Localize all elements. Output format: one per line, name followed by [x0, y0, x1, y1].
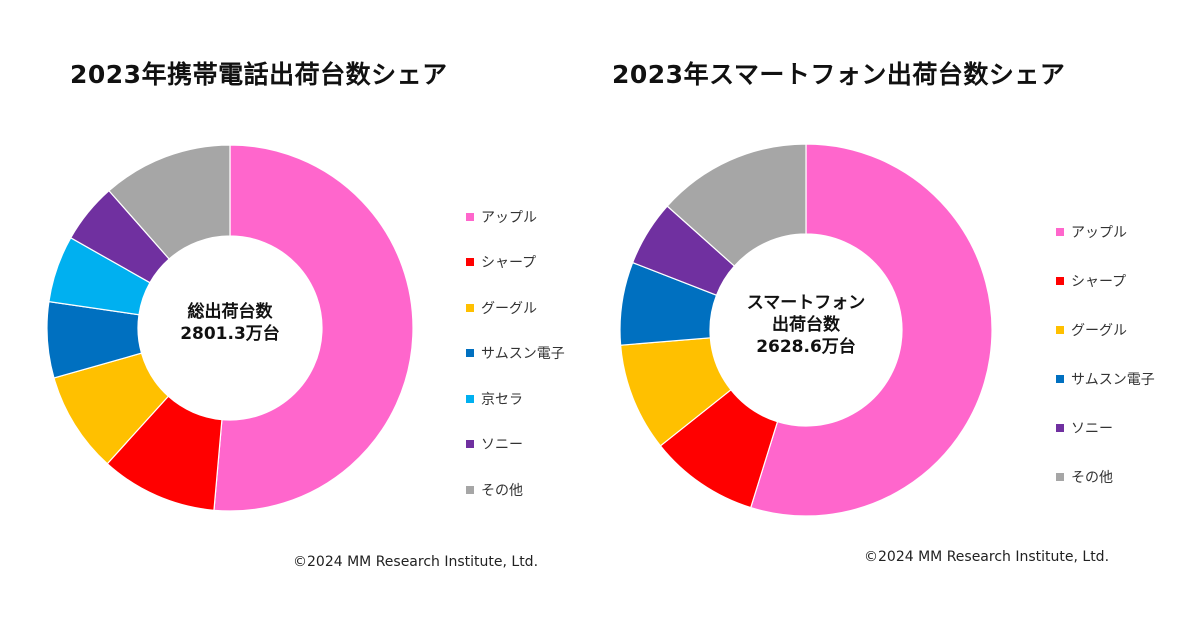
legend-label: グーグル [481, 300, 537, 317]
legend-item-mobile-5: ソニー [466, 422, 565, 468]
center-label-smartphone-line-1: スマートフォン [746, 293, 866, 313]
legend-mobile: アップルシャープグーグルサムスン電子 京セラソニーその他 [466, 194, 565, 513]
legend-item-smartphone-5: その他 [1056, 452, 1155, 501]
legend-label: ソニー [1071, 420, 1113, 437]
chart-title-smartphone: 2023年スマートフォン出荷台数シェア [612, 60, 1066, 89]
legend-item-mobile-0: アップル [466, 194, 565, 240]
center-label-mobile: 総出荷台数 2801.3万台 [130, 301, 330, 345]
legend-label: ソニー [481, 437, 523, 454]
center-label-smartphone-line-2: 出荷台数 [772, 315, 840, 335]
legend-label: その他 [481, 482, 523, 499]
legend-label: サムスン電子 [1071, 371, 1155, 388]
legend-label: シャープ [481, 255, 537, 272]
donut-slice-mobile-0 [213, 144, 414, 512]
legend-swatch [1056, 227, 1064, 236]
legend-swatch [1056, 325, 1064, 334]
legend-swatch [466, 485, 474, 494]
center-label-mobile-line-1: 総出荷台数 [187, 302, 273, 322]
legend-swatch [466, 440, 474, 449]
legend-swatch [1056, 472, 1064, 481]
legend-label: グーグル [1071, 322, 1127, 339]
legend-item-smartphone-4: ソニー [1056, 403, 1155, 452]
legend-swatch [466, 349, 474, 358]
legend-label: アップル [481, 209, 537, 226]
center-label-mobile-total: 2801.3万台 [180, 324, 280, 344]
legend-label: その他 [1071, 469, 1113, 486]
legend-label: アップル [1071, 224, 1127, 241]
copyright-mobile: ©2024 MM Research Institute, Ltd. [293, 554, 539, 570]
legend-swatch [466, 303, 474, 312]
legend-swatch [466, 394, 474, 403]
center-label-smartphone-total: 2628.6万台 [756, 337, 856, 357]
legend-item-smartphone-1: シャープ [1056, 256, 1155, 305]
center-label-smartphone: スマートフォン 出荷台数 2628.6万台 [706, 292, 906, 358]
legend-label: 京セラ [481, 391, 523, 408]
legend-item-smartphone-2: グーグル [1056, 305, 1155, 354]
donut-slice-mobile-6 [108, 144, 231, 260]
legend-item-mobile-3: サムスン電子 [466, 331, 565, 377]
copyright-smartphone: ©2024 MM Research Institute, Ltd. [864, 549, 1110, 565]
legend-item-mobile-2: グーグル [466, 285, 565, 331]
donut-slice-smartphone-0 [749, 143, 993, 517]
legend-label: シャープ [1071, 273, 1127, 290]
donut-slice-smartphone-5 [666, 143, 807, 267]
legend-label: サムスン電子 [481, 346, 565, 363]
legend-item-smartphone-3: サムスン電子 [1056, 354, 1155, 403]
legend-swatch [466, 258, 474, 267]
legend-swatch [1056, 374, 1064, 383]
chart-title-mobile: 2023年携帯電話出荷台数シェア [70, 60, 448, 89]
legend-swatch [1056, 423, 1064, 432]
legend-smartphone: アップルシャープグーグルサムスン電子 ソニーその他 [1056, 207, 1155, 501]
legend-item-smartphone-0: アップル [1056, 207, 1155, 256]
legend-item-mobile-1: シャープ [466, 240, 565, 286]
legend-swatch [466, 212, 474, 221]
legend-item-mobile-4: 京セラ [466, 376, 565, 422]
legend-item-mobile-6: その他 [466, 467, 565, 513]
legend-swatch [1056, 276, 1064, 285]
